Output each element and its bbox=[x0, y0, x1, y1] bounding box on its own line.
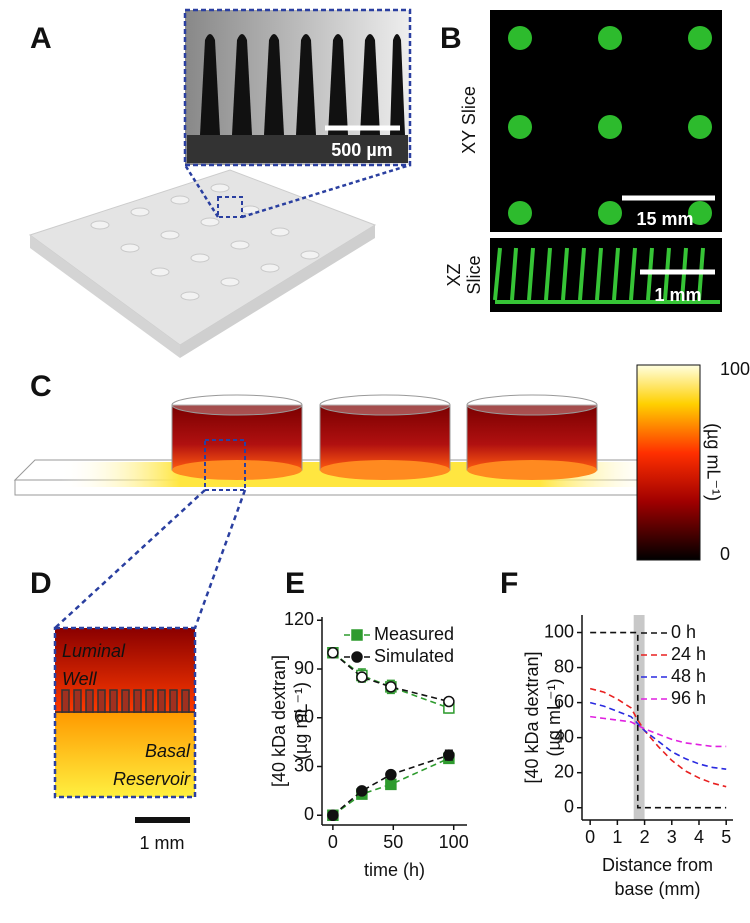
panel-label: B bbox=[440, 22, 462, 55]
region-label: Reservoir bbox=[113, 769, 191, 789]
x-tick-label: 0 bbox=[585, 827, 595, 847]
y-tick-label: 0 bbox=[564, 796, 574, 816]
x-tick-label: 0 bbox=[328, 832, 338, 852]
y-tick-label: 120 bbox=[284, 609, 314, 629]
panel-label: C bbox=[30, 370, 52, 403]
needle-base bbox=[187, 135, 408, 163]
microneedles bbox=[200, 34, 405, 135]
y-tick-label: 100 bbox=[544, 621, 574, 641]
x-tick-label: 2 bbox=[640, 827, 650, 847]
marker bbox=[351, 629, 363, 641]
y-tick-label: 60 bbox=[294, 707, 314, 727]
panel-a: A 500 µm bbox=[28, 8, 412, 358]
panel-c: C 100 0 (µg mL⁻¹) bbox=[13, 359, 750, 629]
xz-label: Slice bbox=[464, 255, 484, 294]
scale-label: 15 mm bbox=[636, 209, 693, 229]
legend-label: 96 h bbox=[671, 688, 706, 708]
legend-label: 24 h bbox=[671, 644, 706, 664]
series-line bbox=[332, 754, 450, 816]
colorbar bbox=[636, 364, 701, 561]
region-label: Luminal bbox=[62, 641, 126, 661]
marker bbox=[327, 647, 339, 659]
panel-d: D Luminal Well Basal Reservoir 1 mm bbox=[30, 567, 197, 853]
microneedles bbox=[55, 689, 195, 713]
x-tick-label: 1 bbox=[612, 827, 622, 847]
colorbar-max: 100 bbox=[720, 359, 750, 379]
marker bbox=[356, 671, 368, 683]
series-line bbox=[332, 757, 450, 816]
device-edge bbox=[30, 235, 180, 358]
y-tick-label: 30 bbox=[294, 755, 314, 775]
y-axis-label: (µg mL⁻¹) bbox=[291, 682, 311, 760]
shaded-region bbox=[633, 615, 645, 820]
x-axis-label: Distance from bbox=[602, 855, 713, 875]
marker bbox=[356, 785, 368, 797]
device-edge bbox=[180, 225, 375, 358]
scale-label: 500 µm bbox=[331, 140, 392, 160]
marker bbox=[443, 695, 455, 708]
colorbar-min: 0 bbox=[720, 544, 730, 564]
y-tick-label: 80 bbox=[554, 656, 574, 676]
marker bbox=[385, 681, 397, 693]
x-tick-label: 100 bbox=[439, 832, 469, 852]
zoom-frame bbox=[53, 626, 197, 799]
panel-label: F bbox=[500, 567, 518, 600]
basal-region bbox=[55, 713, 195, 797]
x-tick-label: 4 bbox=[694, 827, 704, 847]
region-label: Basal bbox=[145, 741, 191, 761]
panel-label: A bbox=[30, 22, 52, 55]
panel-label: E bbox=[285, 567, 305, 600]
zoom-box bbox=[217, 196, 243, 218]
marker bbox=[385, 768, 397, 781]
xz-label: XZ bbox=[444, 263, 464, 286]
scale-label: 1 mm bbox=[140, 833, 185, 853]
y-axis-label: [40 kDa dextran] bbox=[522, 651, 542, 783]
series-line bbox=[590, 631, 727, 809]
series-line bbox=[589, 687, 727, 788]
legend-label: Simulated bbox=[374, 646, 454, 666]
y-tick-label: 60 bbox=[554, 691, 574, 711]
zoom-lines bbox=[183, 163, 411, 219]
y-tick-label: 40 bbox=[554, 726, 574, 746]
legend-label: 0 h bbox=[671, 622, 696, 642]
y-axis-label: (µg mL⁻¹) bbox=[544, 679, 564, 757]
marker bbox=[443, 749, 455, 761]
x-axis-label: time (h) bbox=[364, 860, 425, 880]
series-line bbox=[589, 701, 727, 770]
series-line bbox=[332, 652, 450, 703]
panel-b: B 15 mm XY Slice 1 mm XZ Slice bbox=[440, 10, 722, 312]
x-axis-label: base (mm) bbox=[614, 879, 700, 899]
y-tick-label: 20 bbox=[554, 761, 574, 781]
panel-label: D bbox=[30, 567, 52, 600]
legend-label: Measured bbox=[374, 624, 454, 644]
region-label: Well bbox=[62, 669, 98, 689]
zoom-box bbox=[204, 439, 246, 491]
xy-label: XY Slice bbox=[459, 86, 479, 154]
y-tick-label: 0 bbox=[304, 804, 314, 824]
x-tick-label: 50 bbox=[383, 832, 403, 852]
series-line bbox=[590, 715, 727, 748]
marker bbox=[351, 651, 363, 663]
xy-wells bbox=[508, 26, 712, 225]
device-posts bbox=[90, 183, 320, 301]
scale-label: 1 mm bbox=[654, 285, 701, 305]
colorbar-unit: (µg mL⁻¹) bbox=[703, 423, 723, 501]
y-tick-label: 90 bbox=[294, 658, 314, 678]
wells bbox=[171, 394, 598, 480]
y-axis-label: [40 kDa dextran] bbox=[269, 655, 289, 787]
marker bbox=[327, 809, 339, 821]
marker bbox=[385, 778, 397, 791]
x-tick-label: 5 bbox=[721, 827, 731, 847]
x-tick-label: 3 bbox=[667, 827, 677, 847]
zoom-lines bbox=[54, 489, 247, 629]
legend-label: 48 h bbox=[671, 666, 706, 686]
